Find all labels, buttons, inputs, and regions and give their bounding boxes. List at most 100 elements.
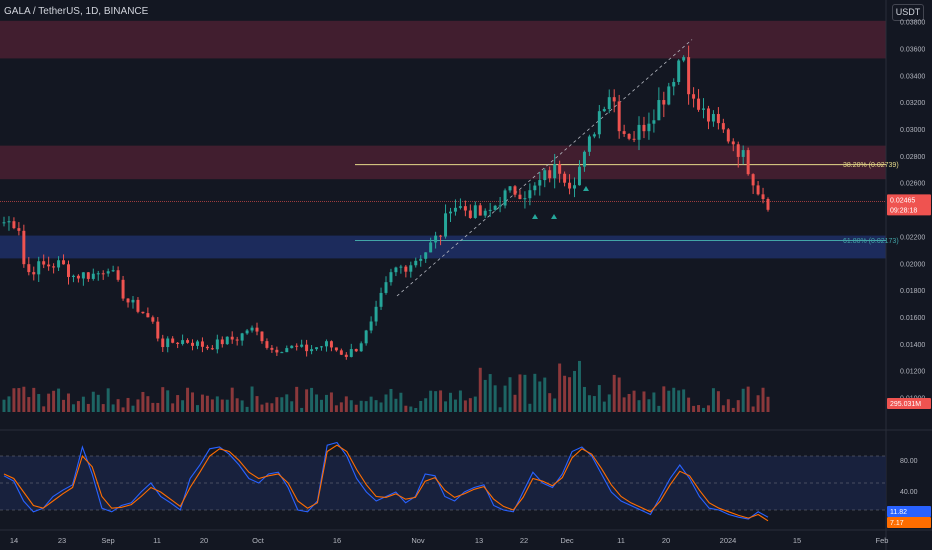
volume-bar (483, 379, 487, 412)
chart-title: GALA / TetherUS, 1D, BINANCE (4, 6, 149, 17)
candle-body (305, 344, 309, 352)
volume-bar (657, 405, 661, 412)
candle-body (761, 194, 765, 200)
candle-body (592, 134, 596, 137)
volume-bar (300, 407, 304, 412)
volume-bar (131, 405, 135, 412)
volume-bar (126, 397, 130, 412)
date-tick: 16 (333, 536, 341, 545)
volume-bar (275, 397, 279, 412)
candle-body (71, 275, 75, 277)
volume-bar (756, 395, 760, 412)
fib-label-61: 61.80% (0.02173) (843, 238, 899, 245)
volume-bar (731, 407, 735, 412)
volume-bar (538, 381, 542, 412)
volume-bar (548, 393, 552, 412)
candle-body (597, 111, 601, 135)
volume-bar (473, 396, 477, 412)
zone-demand-2 (0, 235, 886, 259)
candle-body (543, 170, 547, 181)
candle-body (726, 129, 730, 142)
candle-body (711, 114, 715, 122)
date-tick: 20 (662, 536, 670, 545)
volume-bar (528, 403, 532, 412)
volume-bar (295, 386, 299, 412)
candle-body (692, 94, 696, 99)
candle-body (667, 86, 671, 105)
volume-bar (399, 392, 403, 412)
price-tick: 0.02200 (900, 234, 925, 241)
candle-body (171, 338, 175, 343)
candle-body (622, 131, 626, 134)
volume-bar (652, 392, 656, 412)
volume-bar (488, 374, 492, 412)
volume-bar (543, 377, 547, 412)
candle-body (191, 342, 195, 346)
volume-bar (692, 405, 696, 412)
candle-body (86, 272, 90, 279)
fibonacci-levels: 38.20% (0.02739) 61.80% (0.02173) (0, 39, 899, 297)
candle-body (682, 57, 686, 61)
candle-body (161, 338, 165, 348)
candle-body (587, 136, 591, 152)
volume-bar (305, 389, 309, 412)
candle-body (657, 100, 661, 121)
price-tick: 0.01200 (900, 369, 925, 376)
candle-body (488, 209, 492, 211)
volume-bar (384, 394, 388, 412)
volume-bar (369, 396, 373, 412)
stoch-k-badge-bg (887, 506, 931, 517)
candle-body (245, 330, 249, 334)
candle-body (518, 194, 522, 200)
candle-body (146, 313, 150, 318)
currency-button[interactable]: USDT (892, 4, 924, 21)
volume-bar (354, 404, 358, 412)
price-tick: 0.03800 (900, 20, 925, 27)
price-tick: 0.03600 (900, 47, 925, 54)
volume-bar (71, 404, 75, 412)
candle-body (62, 260, 66, 265)
candle-body (285, 348, 289, 353)
date-tick: 11 (617, 536, 625, 545)
candle-body (632, 138, 636, 140)
volume-bar (141, 391, 145, 412)
candle-body (731, 141, 735, 145)
price-tick: 0.03200 (900, 100, 925, 107)
volume-bar (200, 394, 204, 412)
volume-bar (156, 402, 160, 412)
candle-body (106, 271, 110, 274)
candle-body (384, 282, 388, 293)
candle-body (533, 185, 537, 191)
volume-bar (52, 390, 56, 412)
candle-body (414, 260, 418, 266)
volume-bar (101, 404, 105, 412)
volume-bar (121, 407, 125, 412)
volume-bar (62, 399, 66, 412)
price-tick: 0.03000 (900, 127, 925, 134)
candle-body (230, 336, 234, 340)
volume-bar (379, 402, 383, 412)
date-tick: 11 (153, 536, 161, 545)
volume-bar (677, 390, 681, 412)
volume-bar (622, 397, 626, 412)
volume-bar (12, 388, 16, 412)
candle-body (483, 210, 487, 216)
volume-bar (329, 392, 333, 412)
volume-bar (166, 390, 170, 412)
volume-bar (270, 403, 274, 412)
candle-body (687, 57, 691, 95)
volume-bar (434, 391, 438, 412)
candle-body (513, 186, 517, 195)
candle-body (548, 170, 552, 179)
stoch-tick: 80.00 (900, 458, 918, 465)
candle-body (131, 299, 135, 303)
candle-body (394, 267, 398, 273)
volume-bar (364, 401, 368, 412)
candle-body (677, 60, 681, 83)
volume-bar (220, 399, 224, 412)
volume-bar (612, 374, 616, 412)
volume-bar (449, 392, 452, 412)
candle-body (300, 344, 304, 347)
volume-bar (563, 375, 567, 412)
candle-body (2, 222, 6, 224)
